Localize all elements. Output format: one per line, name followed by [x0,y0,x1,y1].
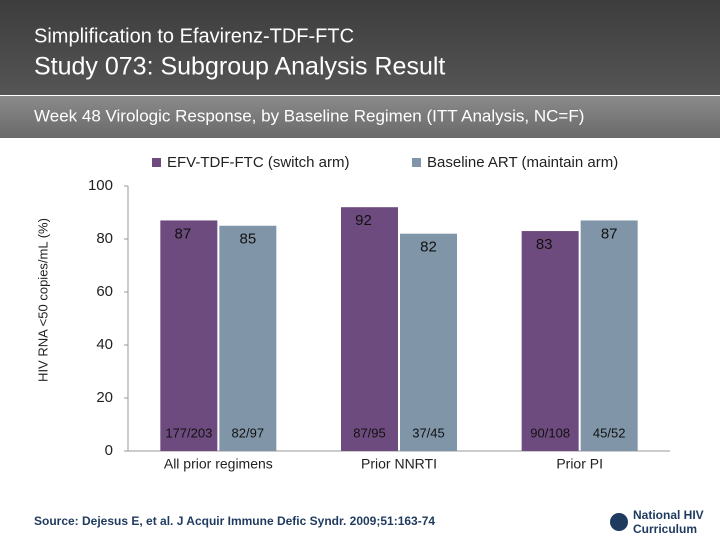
value-label: 87 [601,225,618,242]
logo-line: National HIV [633,508,704,522]
bar [521,231,579,451]
legend-swatch [152,158,161,167]
x-tick-label: All prior regimens [164,456,273,472]
value-label: 87 [174,225,191,242]
supertitle: Simplification to Efavirenz-TDF-FTC [34,25,354,47]
count-label: 82/97 [232,425,265,440]
subtitle-band [0,96,720,138]
value-label: 83 [536,236,553,253]
y-tick-label: 80 [96,230,113,247]
logo-line: Curriculum [633,522,697,536]
y-axis-label: HIV RNA <50 copies/mL (%) [35,218,50,382]
count-label: 177/203 [165,425,212,440]
count-label: 37/45 [412,425,445,440]
header-band [0,0,720,95]
y-tick-label: 20 [96,389,113,406]
bar [580,220,638,451]
source: Source: Dejesus E, et al. J Acquir Immun… [34,514,435,528]
value-label: 85 [239,231,256,248]
legend-swatch [412,158,421,167]
legend-label: EFV-TDF-FTC (switch arm) [167,154,349,171]
bar [341,207,398,451]
y-tick-label: 40 [96,336,113,353]
logo-icon [610,513,628,531]
title: Study 073: Subgroup Analysis Result [34,53,445,81]
count-label: 87/95 [353,425,386,440]
bar [219,225,277,451]
bar [400,233,457,451]
y-tick-label: 0 [105,442,113,459]
x-tick-label: Prior PI [556,456,603,472]
subtitle: Week 48 Virologic Response, by Baseline … [34,106,584,125]
value-label: 82 [420,239,437,256]
count-label: 45/52 [593,425,626,440]
x-tick-label: Prior NNRTI [361,456,437,472]
legend-label: Baseline ART (maintain arm) [427,154,618,171]
count-label: 90/108 [530,425,570,440]
y-tick-label: 60 [96,283,113,300]
y-tick-label: 100 [88,177,113,194]
value-label: 92 [355,212,372,229]
bar [160,220,218,451]
